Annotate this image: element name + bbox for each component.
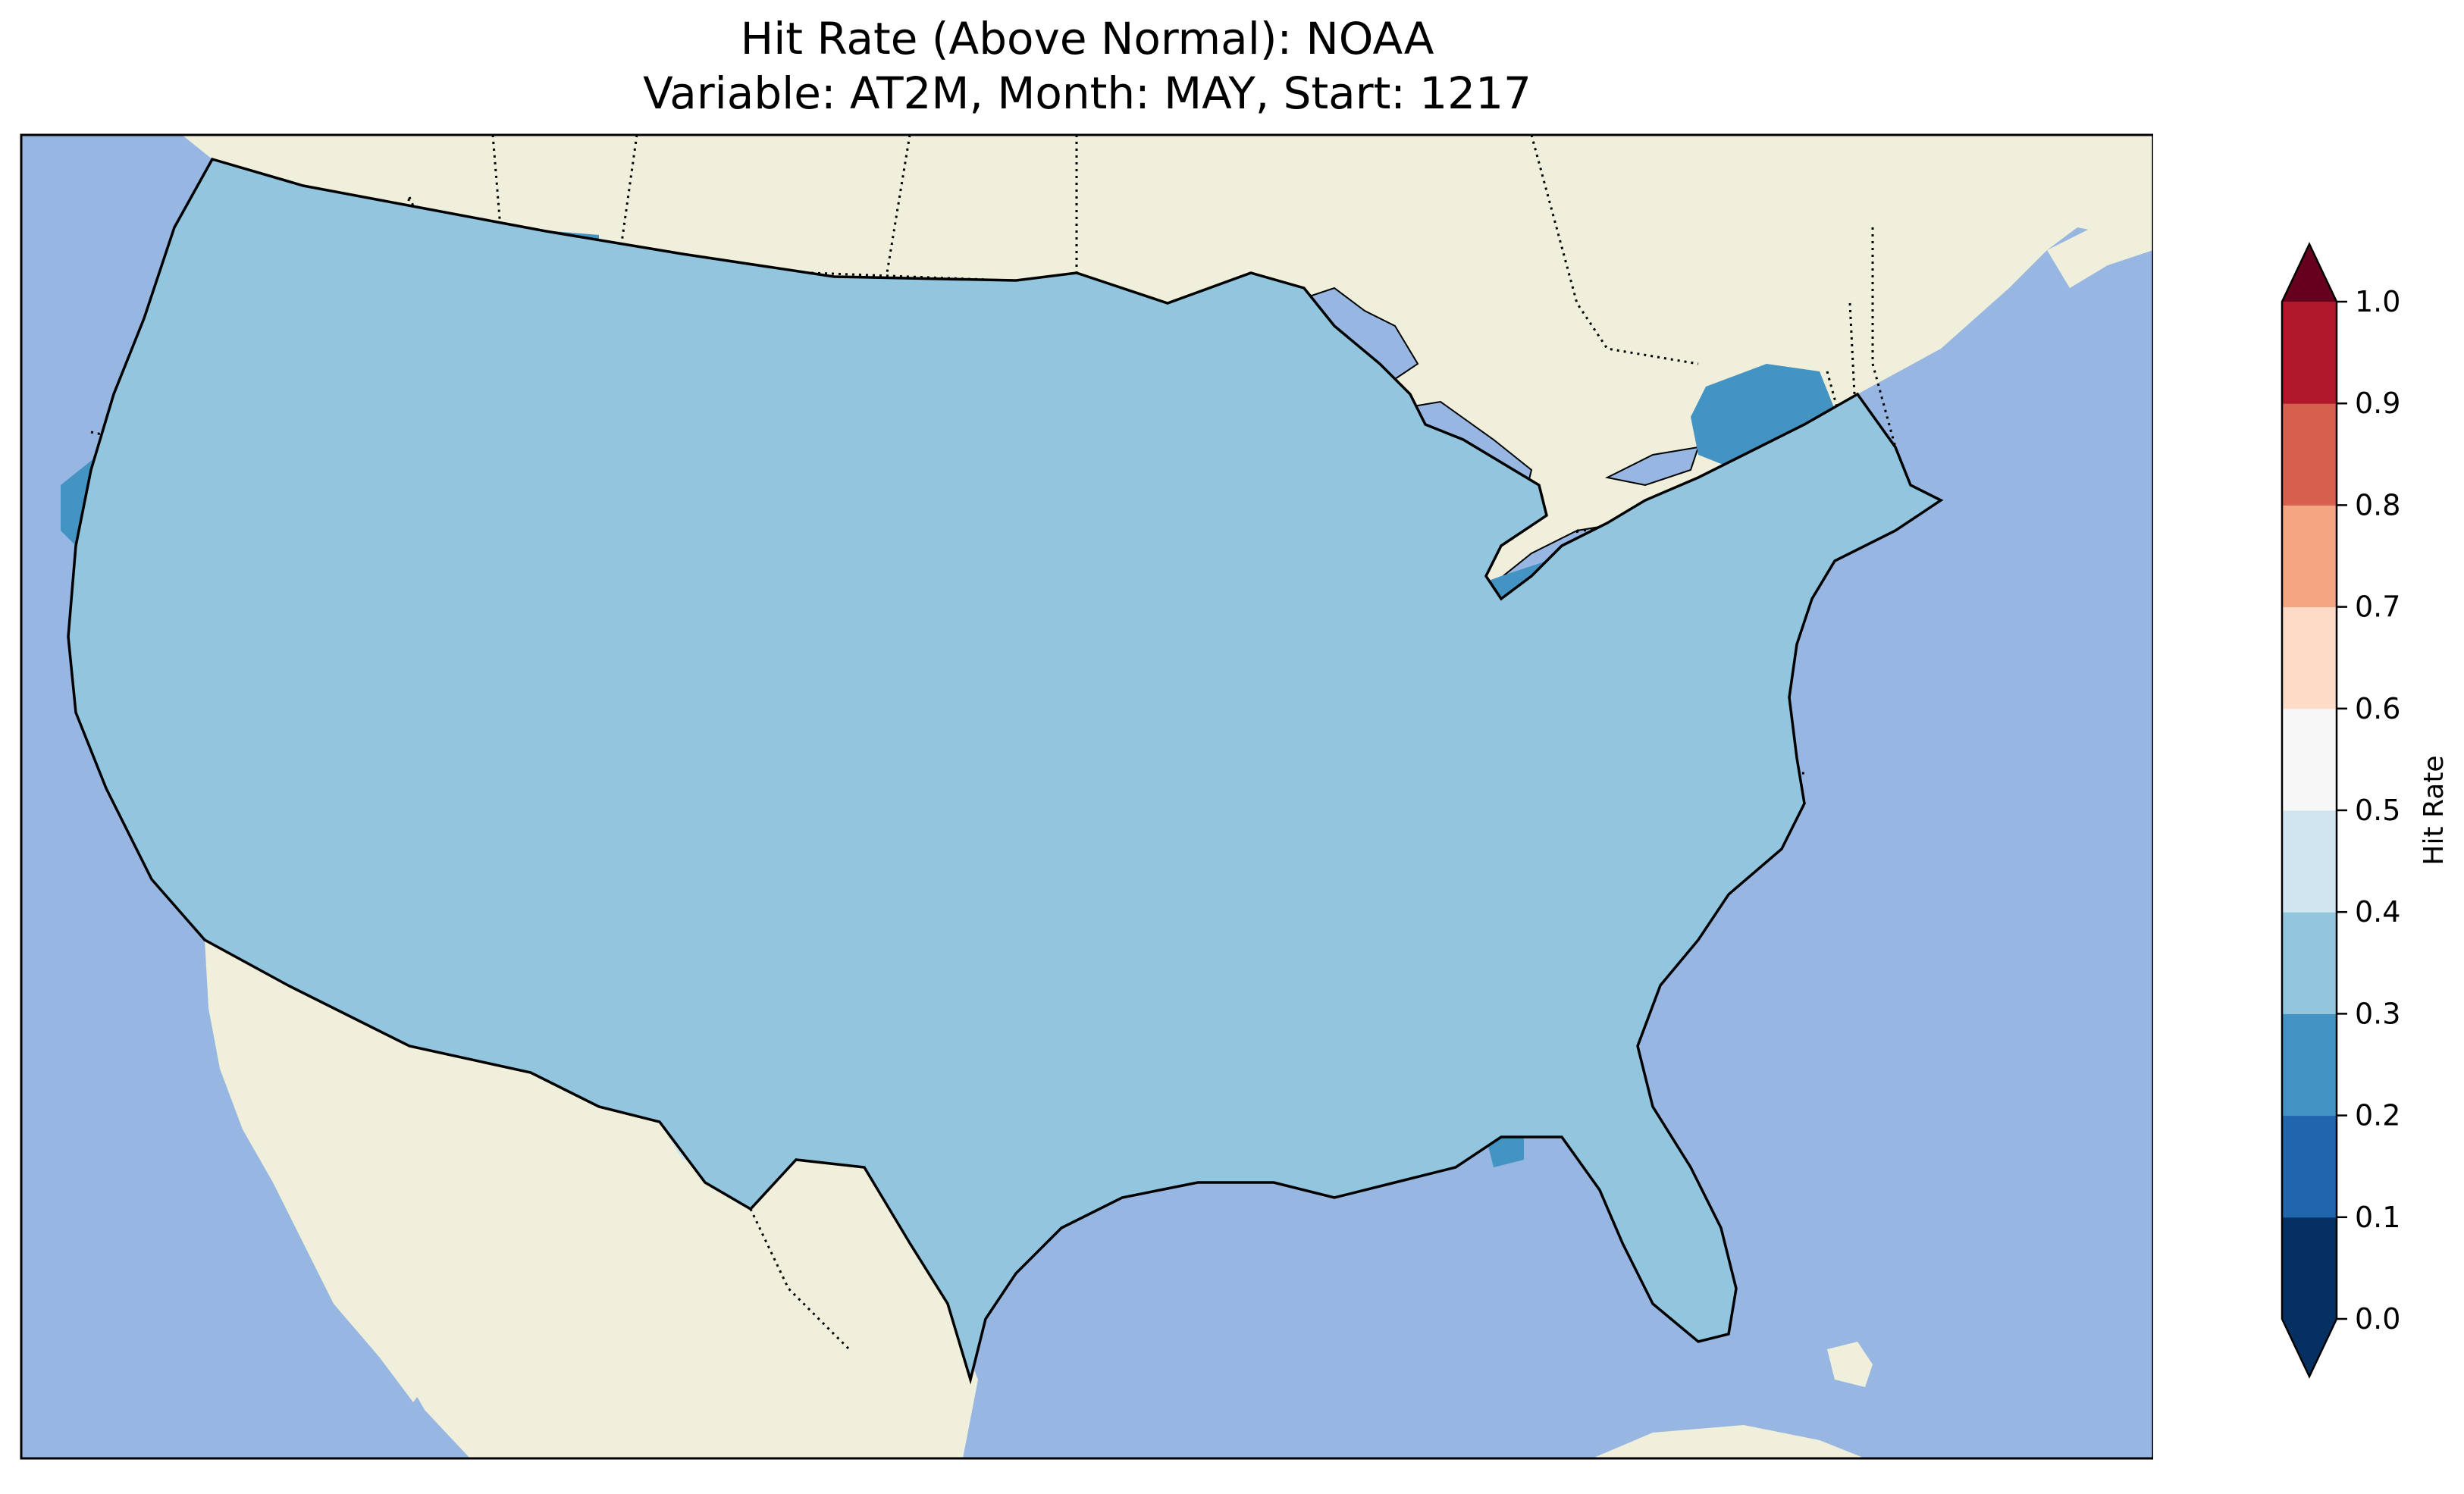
land-baja [205, 940, 425, 1402]
land-mexico [205, 940, 978, 1458]
map-panel [20, 133, 2153, 1460]
border-mexico-inner [749, 1208, 851, 1351]
colorbar-tick-label: 0.0 [2355, 1302, 2400, 1336]
colorbar-tick-label: 0.7 [2355, 590, 2400, 624]
colorbar-tick-label: 0.6 [2355, 692, 2400, 725]
border-canada-inner [886, 134, 911, 274]
map-frame [20, 133, 2153, 1460]
colorbar-bin [2282, 505, 2337, 608]
border-vt-nh [1848, 302, 1859, 456]
land-south-america-edge [1592, 1425, 1865, 1458]
colorbar-bins [2282, 302, 2337, 1320]
colorbar-bin [2282, 1217, 2337, 1320]
colorbar-bin [2282, 810, 2337, 913]
colorbar-bin [2282, 302, 2337, 404]
colorbar-bin [2282, 708, 2337, 811]
colorbar-tick-label: 0.2 [2355, 1099, 2400, 1132]
colorbar-tick-label: 0.3 [2355, 997, 2400, 1030]
colorbar-ticks: 0.0 0.1 0.2 0.3 0.4 0.5 0.6 0.7 0.8 0.9 1.0 [2337, 285, 2400, 1336]
colorbar-tick-label: 0.9 [2355, 387, 2400, 420]
colorbar-tick-label: 0.4 [2355, 895, 2400, 929]
border-canada-inner-5 [1530, 134, 1699, 365]
colorbar-bin [2282, 912, 2337, 1014]
colorbar-bin [2282, 403, 2337, 506]
colorbar-tick-label: 0.1 [2355, 1201, 2400, 1234]
colorbar-label: Hit Rate [2419, 755, 2450, 865]
colorbar-bin [2282, 1013, 2337, 1117]
colorbar-under-arrow [2282, 1319, 2337, 1377]
land-cuba [1827, 1342, 1873, 1387]
colorbar-tick-label: 1.0 [2355, 285, 2400, 318]
colorbar-bin [2282, 606, 2337, 709]
colorbar-tick-label: 0.8 [2355, 488, 2400, 521]
map-title: Hit Rate (Above Normal): NOAA [740, 13, 1434, 64]
lake-ontario [1604, 446, 1700, 487]
colorbar-tick-label: 0.5 [2355, 794, 2400, 827]
colorbar-bin [2282, 1115, 2337, 1218]
land-nova-scotia [2047, 212, 2153, 288]
border-nh-me [1871, 227, 1897, 448]
border-canada-inner-4 [491, 134, 502, 228]
land-canada [182, 135, 2153, 599]
map-subtitle: Variable: AT2M, Month: MAY, Start: 1217 [643, 67, 1531, 119]
colorbar-over-arrow [2282, 244, 2337, 302]
border-canada-inner-3 [620, 134, 638, 243]
